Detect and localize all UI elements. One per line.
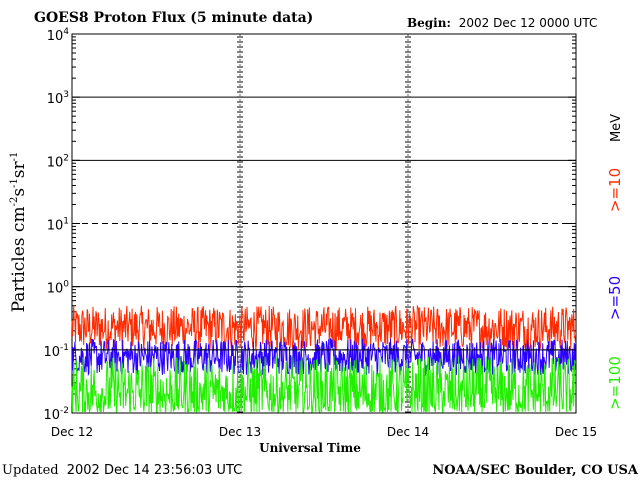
x-axis-label: Universal Time [259, 441, 361, 455]
legend: >=10 >=50 >=100 MeV [606, 114, 624, 410]
x-tick-label: Dec 14 [387, 425, 429, 439]
y-tick-label: 102 [47, 153, 69, 170]
x-tick-label: Dec 13 [219, 425, 261, 439]
series-line [71, 355, 576, 414]
series-line [71, 304, 576, 351]
begin-value: 2002 Dec 12 0000 UTC [459, 16, 598, 30]
y-axis-label: Particles cm-2s-1sr-1 [9, 152, 29, 313]
y-tick-label: 10-1 [43, 343, 69, 360]
y-tick-label: 100 [47, 280, 70, 297]
begin-label: Begin: [407, 16, 451, 30]
updated-label: Updated [2, 463, 59, 478]
series-line [71, 337, 576, 377]
x-tick-label: Dec 12 [51, 425, 93, 439]
y-tick-label: 101 [47, 217, 69, 234]
credit-text: NOAA/SEC Boulder, CO USA [432, 463, 639, 478]
legend-series-label: >=50 [606, 276, 624, 320]
y-tick-label: 10-2 [43, 406, 69, 423]
chart-title: GOES8 Proton Flux (5 minute data) [34, 10, 313, 26]
legend-series-label: >=10 [606, 168, 624, 212]
x-tick-label: Dec 15 [555, 425, 597, 439]
updated-value: 2002 Dec 14 23:56:03 UTC [67, 463, 242, 478]
plot-area: 10-2 10-1 100 101 102 103 104 Dec 12 Dec 13 Dec 1… [43, 27, 597, 439]
y-tick-label: 103 [47, 90, 69, 107]
y-tick-label: 104 [47, 27, 70, 44]
legend-unit-label: MeV [609, 114, 624, 142]
begin-date: Begin: 2002 Dec 12 0000 UTC [407, 16, 597, 30]
footer-updated: Updated 2002 Dec 14 23:56:03 UTC [2, 463, 242, 478]
legend-series-label: >=100 [606, 356, 624, 410]
